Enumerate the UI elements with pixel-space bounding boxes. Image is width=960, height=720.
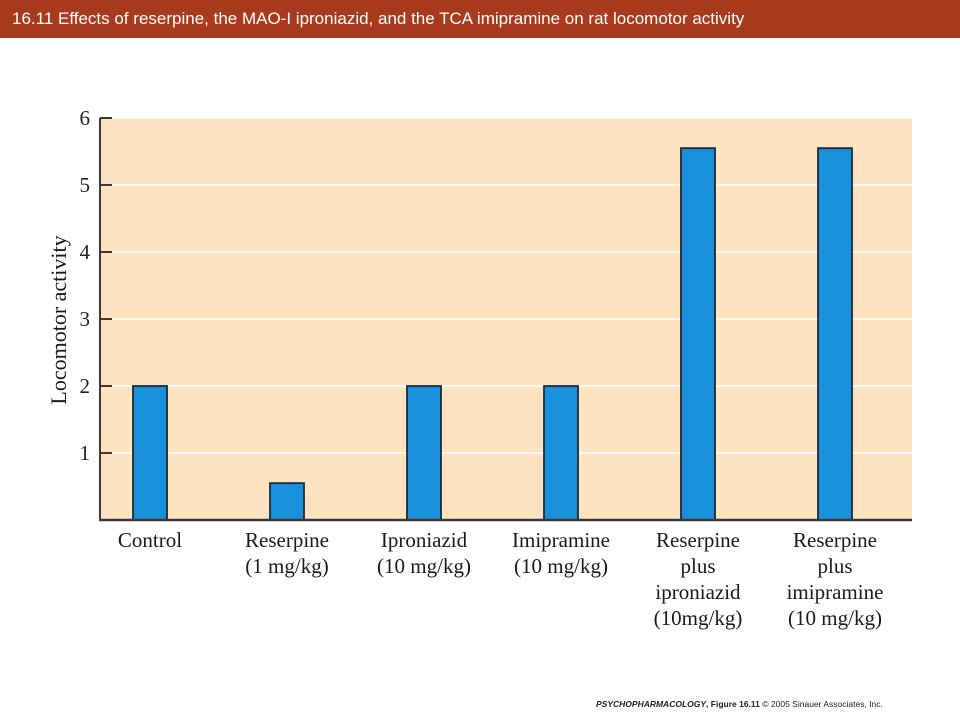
slide-title: 16.11 Effects of reserpine, the MAO-I ip… <box>12 9 745 28</box>
credit-book: PSYCHOPHARMACOLOGY <box>596 699 707 709</box>
gridlines <box>100 117 912 454</box>
axes <box>99 117 912 522</box>
bar <box>132 385 168 521</box>
x-category-label: Control <box>118 528 182 552</box>
y-tick-label: 3 <box>80 307 91 331</box>
credit-copyright: © 2005 Sinauer Associates, Inc. <box>759 699 883 709</box>
x-category-label: Reserpine plus iproniazid (10mg/kg) <box>654 528 743 630</box>
bar <box>680 147 716 521</box>
figure-credit: PSYCHOPHARMACOLOGY, Figure 16.11 © 2005 … <box>596 699 883 709</box>
y-tick-label: 5 <box>80 173 91 197</box>
y-axis-label: Locomotor activity <box>46 235 71 404</box>
x-category-labels: Control Reserpine (1 mg/kg) Iproniazid (10 m… <box>118 528 883 630</box>
x-category-label: Imipramine (10 mg/kg) <box>512 528 610 578</box>
x-category-label: Iproniazid (10 mg/kg) <box>377 528 471 578</box>
y-tick-labels: 1 2 3 4 5 6 <box>80 106 91 465</box>
credit-figure: , Figure 16.11 <box>706 699 760 709</box>
bar <box>269 482 305 521</box>
y-tick-label: 4 <box>80 240 91 264</box>
bar <box>817 147 853 521</box>
bar <box>406 385 442 521</box>
y-tick-label: 1 <box>80 441 91 465</box>
bars <box>132 147 853 521</box>
x-category-label: Reserpine (1 mg/kg) <box>245 528 329 578</box>
y-tick-label: 6 <box>80 106 91 130</box>
slide-title-bar: 16.11 Effects of reserpine, the MAO-I ip… <box>0 0 960 38</box>
bar <box>543 385 579 521</box>
x-category-label: Reserpine plus imipramine (10 mg/kg) <box>787 528 884 630</box>
y-tick-label: 2 <box>80 374 91 398</box>
